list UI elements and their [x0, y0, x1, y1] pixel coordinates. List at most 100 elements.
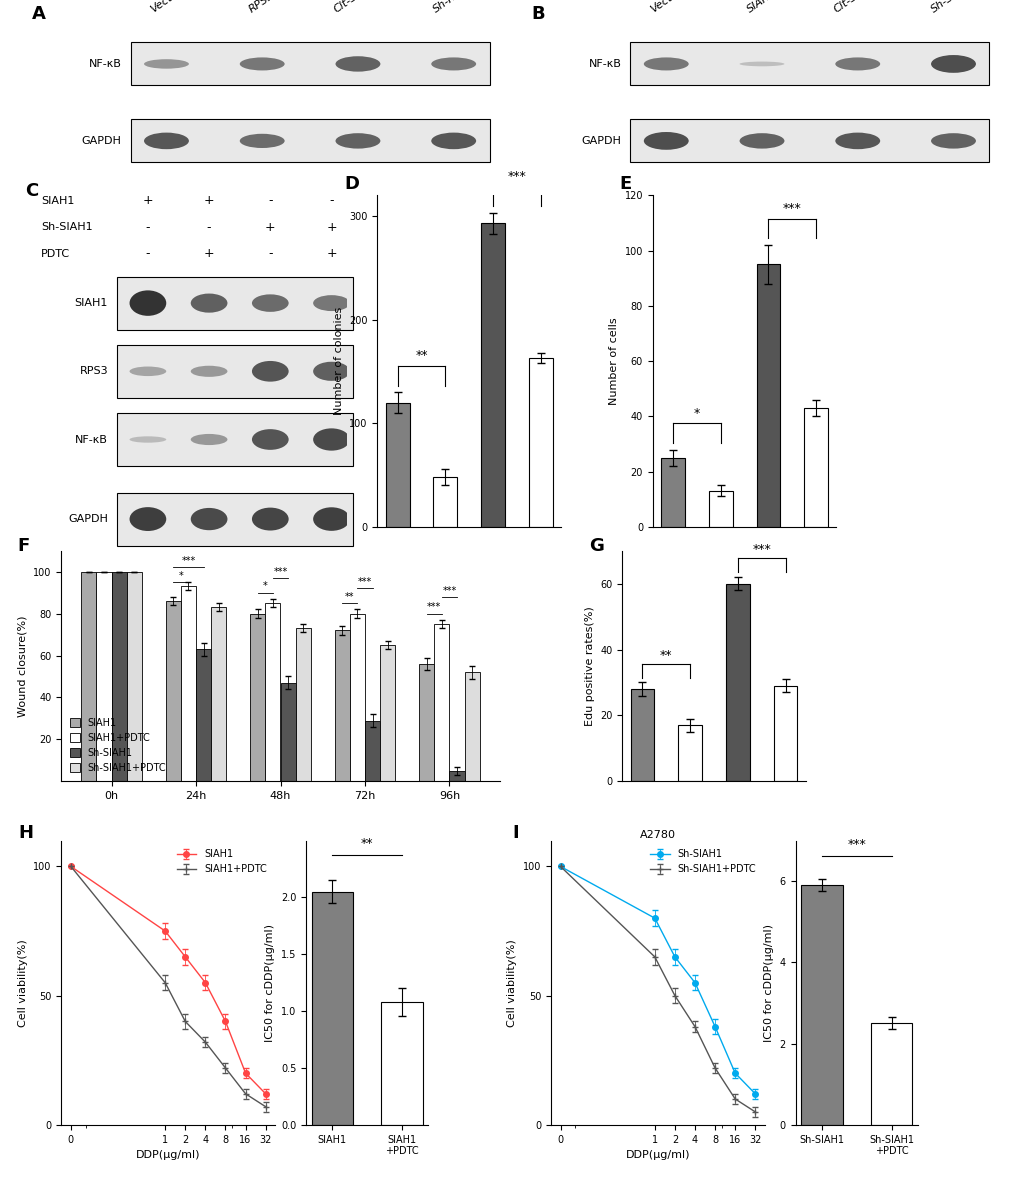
Text: +: +	[265, 221, 275, 233]
Bar	[528, 358, 552, 527]
Bar	[449, 771, 465, 781]
Bar	[381, 1002, 423, 1125]
X-axis label: DDP(μg/ml): DDP(μg/ml)	[625, 1150, 690, 1160]
Ellipse shape	[313, 362, 350, 381]
Bar	[678, 726, 701, 781]
Ellipse shape	[191, 433, 227, 445]
Bar	[350, 613, 365, 781]
Bar	[803, 408, 827, 527]
Text: ***: ***	[427, 603, 441, 612]
Y-axis label: IC50 for cDDP(μg/ml): IC50 for cDDP(μg/ml)	[265, 924, 275, 1042]
Ellipse shape	[431, 133, 476, 149]
Ellipse shape	[431, 57, 476, 71]
Bar	[870, 1023, 912, 1125]
Ellipse shape	[252, 295, 288, 311]
Text: PDTC: PDTC	[41, 249, 70, 259]
Bar	[111, 572, 126, 781]
Text: +: +	[326, 221, 336, 233]
Bar	[250, 613, 265, 781]
Text: -: -	[268, 247, 272, 260]
Y-axis label: Cell viability(%): Cell viability(%)	[17, 939, 28, 1027]
Bar	[481, 224, 504, 527]
Bar	[433, 477, 457, 527]
Ellipse shape	[643, 131, 688, 150]
Bar	[660, 458, 685, 527]
Ellipse shape	[191, 366, 227, 377]
Bar	[630, 689, 654, 781]
Ellipse shape	[191, 294, 227, 313]
Y-axis label: Number of cells: Number of cells	[608, 317, 619, 405]
Text: ***: ***	[358, 578, 372, 587]
Text: ***: ***	[507, 170, 526, 184]
Ellipse shape	[252, 508, 288, 530]
Text: ***: ***	[783, 202, 801, 215]
Text: ***: ***	[273, 567, 287, 577]
Text: GAPDH: GAPDH	[68, 514, 108, 525]
Ellipse shape	[930, 133, 975, 149]
Text: Sh-SIAH1: Sh-SIAH1	[928, 0, 976, 14]
Bar	[165, 601, 180, 781]
Text: -: -	[329, 194, 333, 207]
Text: ***: ***	[752, 543, 770, 556]
Ellipse shape	[643, 57, 688, 71]
Y-axis label: Wound closure(%): Wound closure(%)	[17, 616, 28, 716]
Ellipse shape	[335, 56, 380, 72]
Text: RPS3: RPS3	[79, 366, 108, 377]
Text: **: **	[361, 837, 373, 850]
Bar	[756, 264, 780, 527]
Title: A2780: A2780	[639, 830, 676, 839]
Text: SIAH1: SIAH1	[745, 0, 777, 14]
Bar	[130, 120, 489, 162]
Bar	[800, 886, 842, 1125]
Bar	[196, 649, 211, 781]
Bar	[630, 43, 988, 85]
Ellipse shape	[144, 133, 189, 149]
Legend: SIAH1, SIAH1+PDTC: SIAH1, SIAH1+PDTC	[172, 845, 270, 879]
Text: I: I	[512, 824, 519, 842]
Text: -: -	[207, 221, 211, 233]
Bar	[385, 403, 410, 527]
Text: F: F	[17, 536, 30, 555]
Ellipse shape	[239, 134, 284, 148]
Bar	[280, 683, 296, 781]
Bar	[82, 572, 96, 781]
Text: +: +	[143, 194, 153, 207]
Bar	[708, 491, 732, 527]
Text: G: G	[589, 536, 603, 555]
Text: -: -	[146, 247, 150, 260]
Text: H: H	[18, 824, 34, 842]
Text: GAPDH: GAPDH	[581, 136, 621, 146]
Y-axis label: IC50 for cDDP(μg/ml): IC50 for cDDP(μg/ml)	[763, 924, 773, 1042]
Bar	[311, 892, 353, 1125]
Text: Vector: Vector	[149, 0, 183, 14]
Ellipse shape	[313, 295, 350, 311]
Bar	[726, 584, 749, 781]
Text: ***: ***	[442, 586, 457, 596]
Bar	[130, 43, 489, 85]
X-axis label: DDP(μg/ml): DDP(μg/ml)	[136, 1150, 201, 1160]
Text: SIAH1: SIAH1	[41, 195, 74, 206]
Text: ***: ***	[181, 556, 196, 566]
Bar	[126, 572, 142, 781]
Text: Clt-ShRNA: Clt-ShRNA	[331, 0, 384, 14]
Text: C: C	[25, 182, 39, 200]
Bar	[772, 686, 797, 781]
Text: RPS3: RPS3	[248, 0, 276, 14]
Y-axis label: Number of colonies: Number of colonies	[333, 307, 343, 416]
Y-axis label: Edu positive rates(%): Edu positive rates(%)	[584, 606, 594, 726]
Bar	[117, 413, 353, 466]
Ellipse shape	[835, 133, 879, 149]
Bar	[380, 645, 395, 781]
Ellipse shape	[835, 57, 879, 71]
Ellipse shape	[191, 508, 227, 530]
Ellipse shape	[313, 507, 350, 530]
Text: **: **	[415, 349, 427, 362]
Text: B: B	[531, 6, 545, 24]
Bar	[96, 572, 111, 781]
Text: **: **	[659, 649, 672, 662]
Bar	[265, 603, 280, 781]
Text: SIAH1: SIAH1	[74, 298, 108, 308]
Ellipse shape	[739, 62, 784, 66]
Bar	[434, 624, 449, 781]
Text: **: **	[344, 592, 355, 601]
